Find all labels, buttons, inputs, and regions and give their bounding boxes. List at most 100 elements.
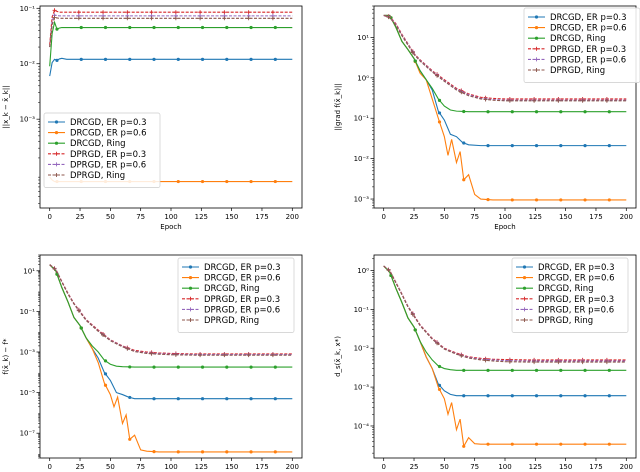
data-point bbox=[486, 144, 490, 148]
data-point bbox=[149, 351, 154, 356]
data-point bbox=[200, 57, 205, 61]
y-tick-label: 10⁻¹ bbox=[354, 306, 370, 314]
legend-marker bbox=[534, 68, 539, 72]
data-point bbox=[510, 198, 514, 202]
data-point bbox=[486, 394, 490, 398]
data-point bbox=[55, 27, 59, 31]
data-point bbox=[607, 110, 611, 114]
data-point bbox=[273, 179, 277, 184]
data-point bbox=[52, 15, 57, 20]
x-tick-label: 100 bbox=[164, 213, 177, 221]
y-axis-label: ||grad f(x̄_k)|| bbox=[334, 83, 342, 130]
data-point bbox=[583, 394, 587, 398]
legend-marker bbox=[54, 141, 59, 145]
data-point bbox=[222, 16, 227, 21]
data-point bbox=[273, 450, 277, 454]
data-point bbox=[225, 365, 229, 369]
data-point bbox=[559, 144, 563, 148]
legend-box bbox=[177, 257, 295, 333]
legend-marker bbox=[522, 286, 527, 290]
data-point bbox=[79, 25, 83, 30]
x-tick-label: 100 bbox=[164, 463, 177, 471]
y-tick-label: 10⁻² bbox=[20, 60, 36, 68]
data-point bbox=[410, 312, 415, 317]
data-point bbox=[534, 144, 539, 148]
axes-frame bbox=[39, 5, 303, 209]
data-point bbox=[534, 198, 539, 202]
x-tick-label: 175 bbox=[589, 213, 602, 221]
y-axis-label: ||x_k − x̄_k|| bbox=[2, 85, 10, 128]
data-point bbox=[583, 110, 587, 114]
data-point bbox=[583, 198, 587, 202]
plot-area bbox=[383, 14, 627, 202]
legend-marker bbox=[522, 265, 527, 269]
data-point bbox=[125, 346, 130, 351]
data-point bbox=[413, 59, 417, 63]
x-tick-label: 175 bbox=[255, 463, 268, 471]
subplot-3: 0 25 50 75 100 125 150 175 200 10¹ 10⁻¹ 10⁻³ 10⁻⁵ 10⁻… bbox=[2, 254, 303, 471]
data-point bbox=[273, 25, 277, 30]
data-point bbox=[76, 16, 81, 21]
series-line-1 bbox=[49, 57, 293, 77]
data-point bbox=[101, 10, 106, 15]
series-line-5 bbox=[49, 14, 293, 48]
data-point bbox=[200, 397, 205, 401]
data-point bbox=[152, 397, 156, 401]
series-line-3 bbox=[49, 264, 293, 368]
x-axis-label: Epoch bbox=[494, 223, 515, 231]
data-point bbox=[386, 268, 391, 273]
legend-label: DPRGD, ER p=0.3 bbox=[538, 295, 614, 305]
legend-label: DRCGD, ER p=0.3 bbox=[70, 118, 147, 128]
x-tick-label: 75 bbox=[470, 463, 479, 471]
data-point bbox=[410, 50, 415, 55]
data-point bbox=[270, 10, 275, 15]
legend-marker bbox=[54, 151, 59, 156]
data-point bbox=[125, 10, 130, 15]
legend-label: DRCGD, ER p=0.6 bbox=[538, 274, 615, 284]
legend-label: DPRGD, Ring bbox=[550, 66, 605, 76]
legend-label: DRCGD, Ring bbox=[550, 34, 606, 44]
data-point bbox=[580, 98, 585, 103]
data-point bbox=[583, 442, 587, 446]
data-point bbox=[273, 57, 277, 61]
x-tick-label: 0 bbox=[381, 213, 385, 221]
x-tick-label: 150 bbox=[225, 463, 238, 471]
x-tick-label: 175 bbox=[255, 213, 268, 221]
legend-label: DRCGD, Ring bbox=[538, 284, 594, 294]
data-point bbox=[101, 16, 106, 21]
x-tick-label: 100 bbox=[498, 463, 511, 471]
data-point bbox=[200, 365, 205, 369]
legend-marker bbox=[54, 120, 59, 124]
data-point bbox=[128, 365, 132, 369]
data-point bbox=[462, 444, 466, 448]
legend-marker bbox=[188, 286, 193, 290]
data-point bbox=[103, 57, 108, 61]
legend-label: DPRGD, ER p=0.3 bbox=[204, 295, 280, 305]
data-point bbox=[510, 394, 514, 398]
data-point bbox=[246, 16, 251, 21]
x-tick-label: 50 bbox=[106, 463, 115, 471]
data-point bbox=[249, 25, 253, 30]
y-tick-label: 10⁻² bbox=[354, 155, 370, 163]
y-tick-label: 10⁻⁵ bbox=[20, 389, 36, 397]
data-point bbox=[607, 394, 611, 398]
legend-box bbox=[43, 112, 161, 188]
legend-marker bbox=[54, 162, 59, 167]
x-tick-label: 50 bbox=[440, 463, 449, 471]
data-point bbox=[437, 120, 442, 124]
data-point bbox=[125, 16, 130, 21]
data-point bbox=[173, 16, 178, 21]
data-point bbox=[128, 437, 132, 441]
data-point bbox=[200, 450, 205, 454]
data-point bbox=[152, 450, 156, 454]
data-point bbox=[273, 397, 277, 401]
legend-marker bbox=[534, 26, 539, 30]
x-tick-label: 0 bbox=[47, 463, 51, 471]
data-point bbox=[559, 198, 563, 202]
y-tick-label: 10⁻¹ bbox=[354, 115, 370, 123]
data-point bbox=[532, 360, 537, 365]
data-point bbox=[556, 98, 561, 103]
y-tick-label: 10⁰ bbox=[357, 74, 369, 82]
x-tick-label: 0 bbox=[381, 463, 385, 471]
